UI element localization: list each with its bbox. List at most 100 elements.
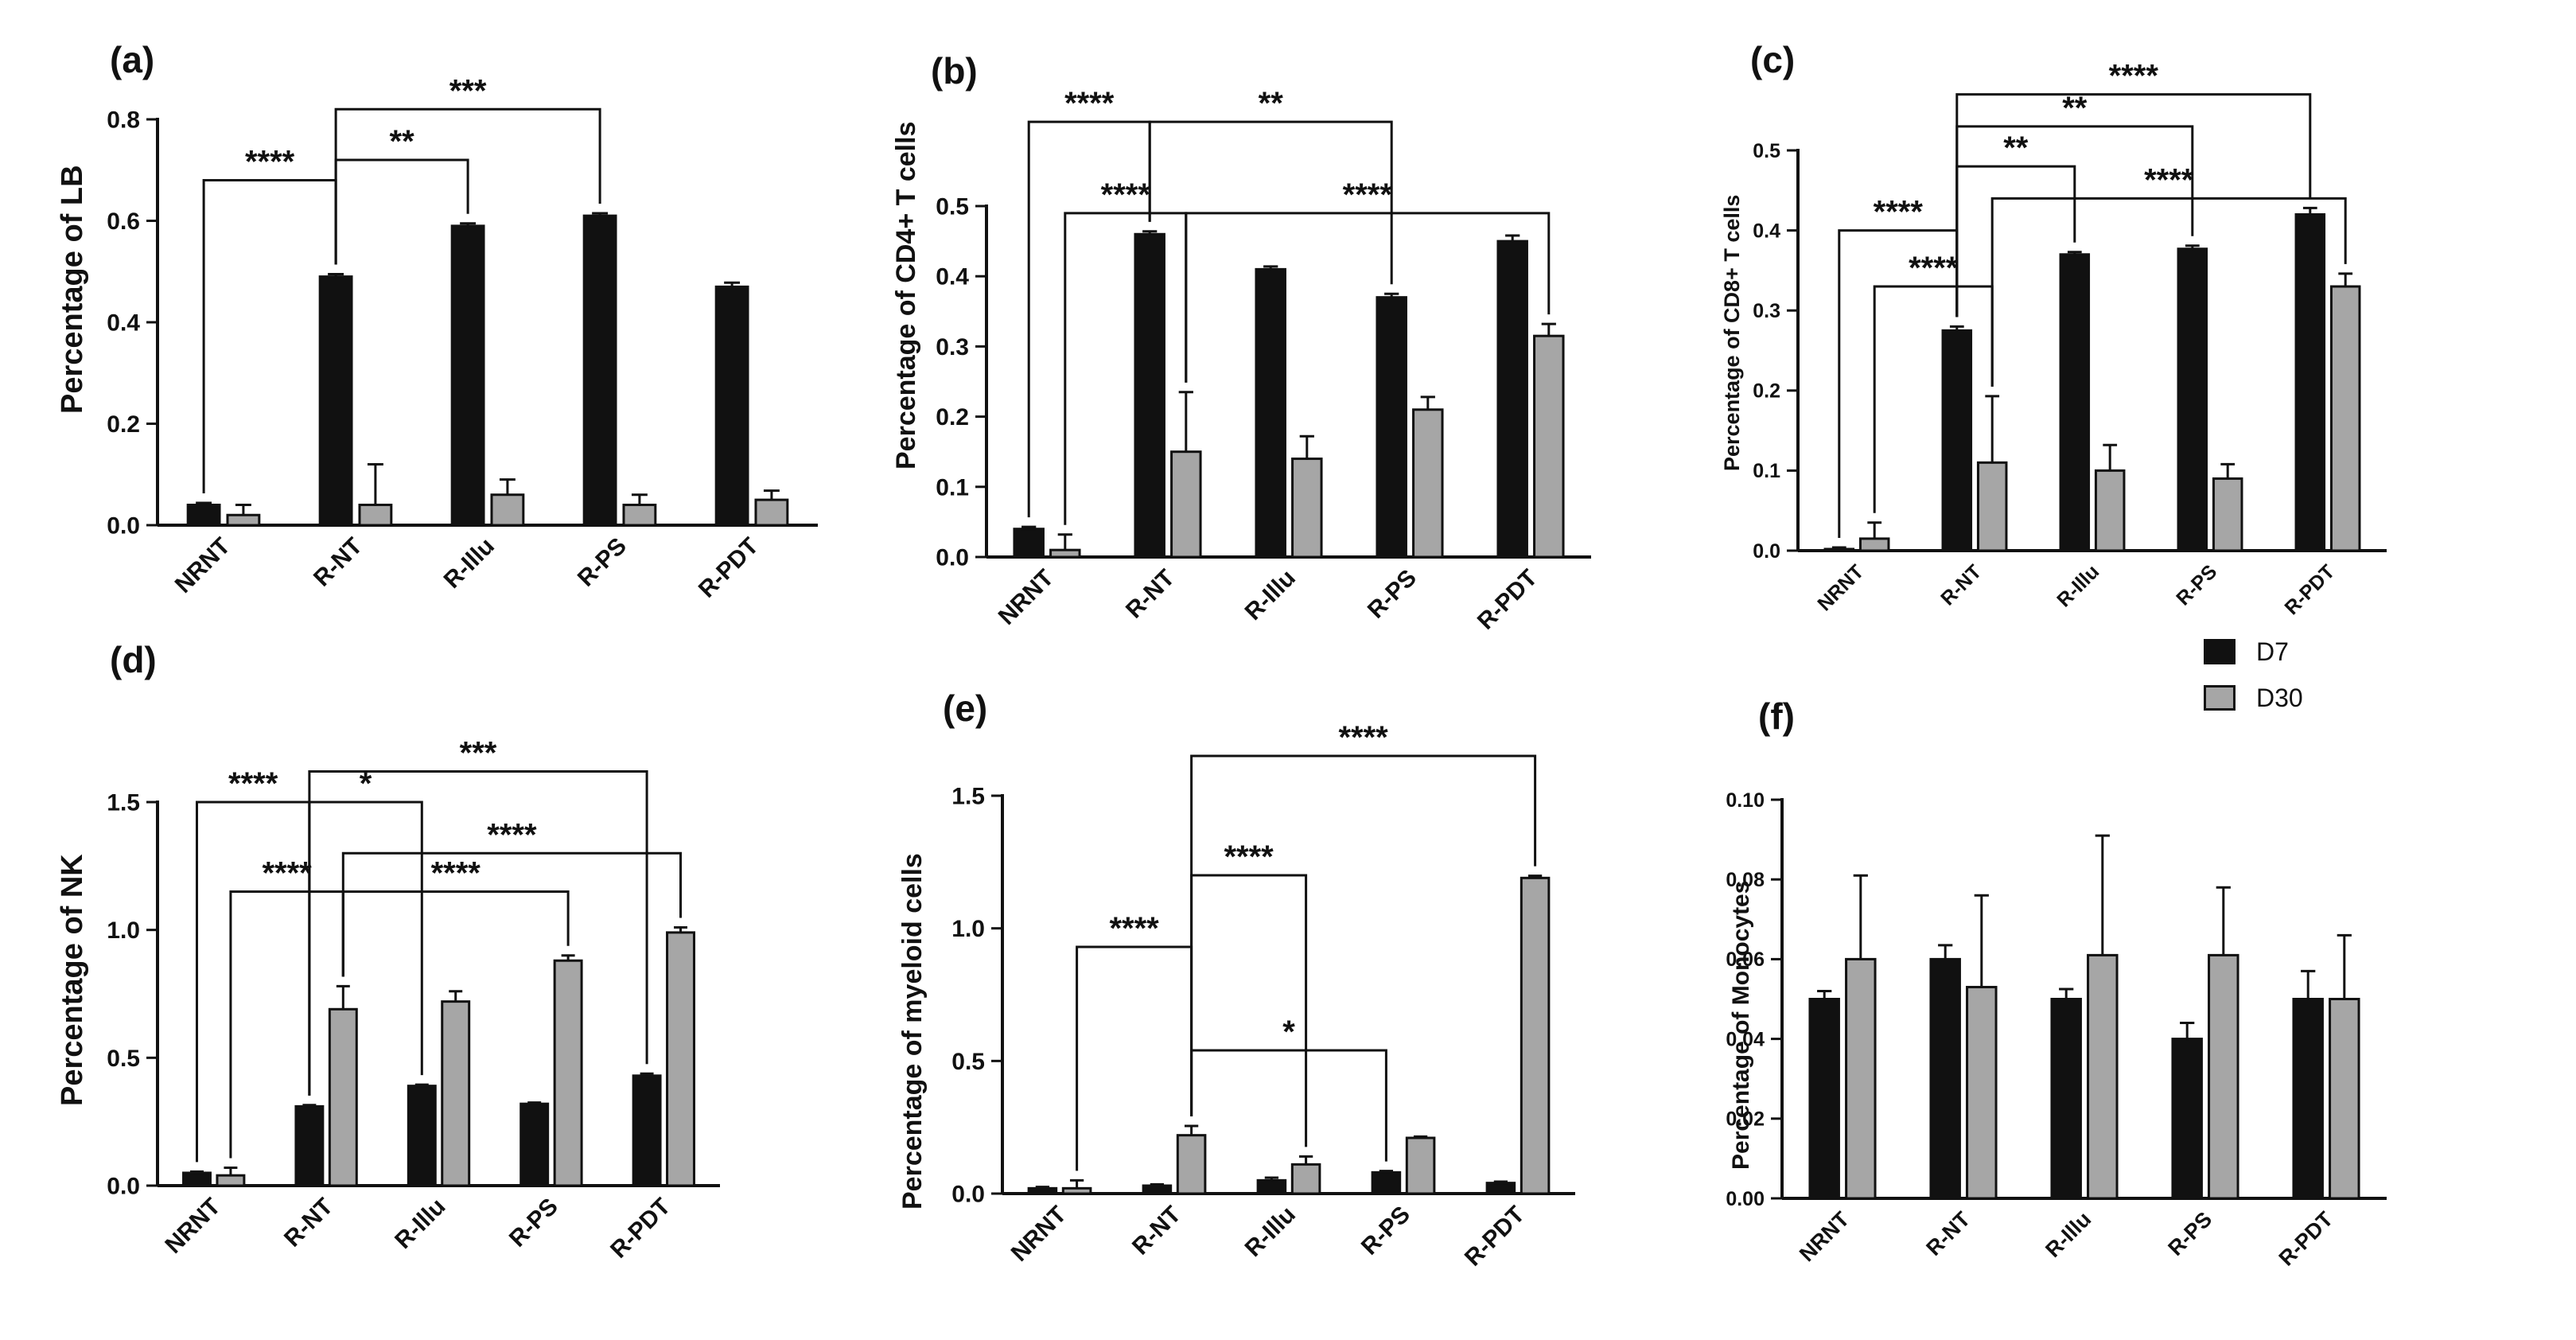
bar-d30-r-pdt bbox=[2329, 998, 2360, 1200]
bar-d7-r-illu bbox=[2050, 998, 2082, 1200]
significance-bracket bbox=[1148, 120, 1393, 285]
bar-d30-r-illu bbox=[490, 493, 525, 527]
bar-d30-r-nt bbox=[328, 1007, 358, 1187]
y-tick-label: 0.02 bbox=[1726, 1108, 1765, 1131]
significance-bracket bbox=[334, 158, 469, 265]
x-tick-label: R-Illu bbox=[2053, 560, 2103, 611]
bar-d7-r-pdt bbox=[1485, 1182, 1516, 1195]
x-tick-label: R-PS bbox=[2172, 560, 2221, 610]
significance-bracket bbox=[1076, 945, 1193, 1171]
x-tick-label: NRNT bbox=[1006, 1202, 1072, 1267]
significance-label: **** bbox=[2144, 162, 2194, 197]
significance-label: *** bbox=[449, 73, 487, 108]
bar-d7-nrnt bbox=[186, 504, 221, 527]
y-tick-label: 0.0 bbox=[107, 1174, 140, 1200]
x-tick-label: R-Illu bbox=[439, 533, 500, 594]
bar-d30-r-ps bbox=[2212, 477, 2243, 552]
x-tick-label: R-NT bbox=[1921, 1207, 1975, 1260]
y-axis-label: Percentage of Monocytes bbox=[1728, 880, 1754, 1170]
panel-letter: (f) bbox=[1758, 695, 1795, 737]
bar-d7-r-pdt bbox=[1496, 240, 1528, 559]
y-axis-label: Percentage of CD8+ T cells bbox=[1720, 194, 1744, 471]
significance-label: **** bbox=[1109, 911, 1159, 946]
y-tick-label: 0.0 bbox=[1753, 540, 1780, 563]
significance-bracket bbox=[1190, 1049, 1387, 1162]
bar-d7-nrnt bbox=[182, 1171, 212, 1187]
y-axis-label: Percentage of myeloid cells bbox=[897, 853, 928, 1210]
bar-d7-r-ps bbox=[2171, 1038, 2203, 1200]
bar-d30-nrnt bbox=[226, 513, 261, 527]
x-tick-label: NRNT bbox=[994, 565, 1059, 630]
significance-label: **** bbox=[1101, 177, 1151, 212]
legend-swatch-d30 bbox=[2204, 685, 2236, 711]
x-tick-label: R-PDT bbox=[1473, 565, 1543, 635]
significance-label: ** bbox=[2062, 91, 2088, 126]
bar-d30-r-pdt bbox=[2329, 285, 2361, 552]
bar-d30-r-nt bbox=[358, 504, 393, 527]
significance-label: ** bbox=[2003, 130, 2029, 166]
bar-d7-r-illu bbox=[407, 1085, 437, 1187]
legend-item-d7: D7 bbox=[2204, 629, 2303, 675]
y-tick-label: 1.5 bbox=[107, 790, 140, 816]
bar-d7-r-ps bbox=[1376, 296, 1407, 559]
significance-label: **** bbox=[1064, 86, 1115, 121]
bar-d7-nrnt bbox=[1027, 1186, 1058, 1195]
bar-d7-r-nt bbox=[1941, 329, 1973, 552]
significance-label: *** bbox=[460, 735, 497, 770]
y-tick-label: 0.2 bbox=[107, 411, 140, 438]
y-tick-label: 1.0 bbox=[951, 916, 985, 942]
bar-d30-nrnt bbox=[1845, 957, 1877, 1200]
significance-bracket bbox=[1064, 212, 1188, 525]
legend: D7 D30 bbox=[2204, 629, 2303, 721]
significance-bracket bbox=[308, 800, 423, 1096]
y-tick-label: 0.5 bbox=[936, 194, 969, 220]
y-tick-label: 0.0 bbox=[951, 1182, 985, 1208]
y-axis-label: Percentage of CD4+ T cells bbox=[891, 121, 921, 469]
significance-label: **** bbox=[1338, 720, 1388, 755]
bar-d7-r-illu bbox=[450, 224, 485, 527]
y-tick-label: 0.5 bbox=[951, 1049, 985, 1075]
y-tick-label: 0.04 bbox=[1726, 1028, 1765, 1050]
y-tick-label: 0.00 bbox=[1726, 1188, 1765, 1210]
x-tick-label: R-PDT bbox=[2274, 1207, 2338, 1271]
significance-label: **** bbox=[1343, 177, 1393, 212]
significance-bracket bbox=[334, 107, 601, 265]
x-tick-label: R-PDT bbox=[2280, 560, 2339, 619]
bar-d7-r-ps bbox=[1371, 1171, 1402, 1195]
significance-bracket bbox=[229, 890, 344, 1159]
bar-d7-r-pdt bbox=[2292, 998, 2324, 1200]
legend-swatch-d7 bbox=[2204, 639, 2236, 664]
panel-letter: (e) bbox=[943, 688, 988, 729]
bar-d30-r-illu bbox=[2094, 469, 2126, 552]
bar-d7-r-pdt bbox=[2294, 212, 2326, 552]
y-tick-label: 0.3 bbox=[1753, 300, 1780, 322]
y-tick-label: 0.0 bbox=[936, 545, 969, 571]
bar-d30-nrnt bbox=[1049, 548, 1081, 559]
bar-d30-r-ps bbox=[2208, 953, 2239, 1200]
significance-bracket bbox=[341, 890, 570, 977]
x-tick-label: NRNT bbox=[160, 1194, 225, 1259]
y-tick-label: 0.4 bbox=[107, 310, 140, 337]
y-tick-label: 0.5 bbox=[1753, 140, 1780, 162]
y-tick-label: 0.0 bbox=[107, 513, 140, 540]
significance-bracket bbox=[1190, 754, 1537, 1116]
bar-d7-r-ps bbox=[519, 1102, 550, 1187]
significance-label: ** bbox=[1259, 86, 1284, 121]
significance-label: ** bbox=[390, 124, 415, 159]
y-tick-label: 0.4 bbox=[936, 264, 969, 290]
y-tick-label: 0.6 bbox=[107, 208, 140, 235]
x-tick-label: R-NT bbox=[1127, 1202, 1186, 1260]
bar-d30-r-nt bbox=[1966, 985, 1998, 1200]
bar-d30-nrnt bbox=[1061, 1186, 1092, 1195]
bar-d30-r-pdt bbox=[754, 498, 789, 527]
y-tick-label: 0.5 bbox=[107, 1046, 140, 1072]
significance-bracket bbox=[1955, 93, 2312, 317]
x-tick-label: NRNT bbox=[1813, 560, 1868, 615]
bar-d30-r-ps bbox=[553, 959, 583, 1187]
y-tick-label: 0.4 bbox=[1753, 220, 1780, 242]
y-tick-label: 0.8 bbox=[107, 107, 140, 134]
significance-label: * bbox=[360, 766, 372, 801]
x-tick-label: R-Illu bbox=[2041, 1207, 2095, 1262]
